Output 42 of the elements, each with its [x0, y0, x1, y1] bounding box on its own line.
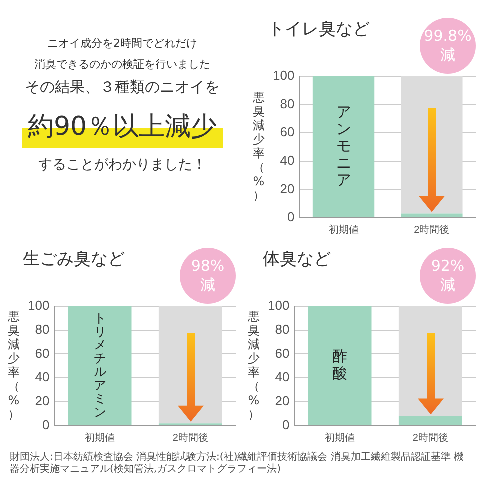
y-tick-label: 0 — [282, 418, 290, 433]
text: 約90％以上減少 — [28, 112, 218, 142]
y-axis-title: 悪臭減少率（%） — [247, 309, 260, 422]
y-tick-label: 20 — [275, 394, 290, 409]
y-tick-label: 40 — [275, 370, 290, 385]
x-tick-label: 2時間後 — [414, 224, 450, 236]
x-tick-label: 初期値 — [328, 224, 359, 236]
y-tick-label: 60 — [35, 346, 50, 361]
text: 92% 減 — [420, 248, 476, 304]
y-tick-label: 0 — [42, 418, 50, 433]
text: 財団法人:日本紡績検査協会 消臭性能試験方法:(社)繊維評価技術協議会 消臭加工繊維製品認証基準 機器分析実施マニュアル(検知管法,ガスクロマトグラフィー法) — [10, 452, 466, 476]
text: 98% 減 — [180, 248, 236, 304]
y-tick-label: 0 — [287, 210, 295, 225]
x-tick-label: 2時間後 — [412, 432, 448, 444]
text: その結果、３種類のニオイを — [24, 78, 221, 97]
y-tick-label: 100 — [28, 298, 50, 313]
y-tick-label: 80 — [275, 322, 290, 337]
y-tick-label: 60 — [280, 124, 295, 140]
y-tick-label: 20 — [35, 394, 50, 409]
x-tick-label: 2時間後 — [172, 432, 208, 444]
y-tick-label: 80 — [280, 96, 295, 112]
y-tick-label: 60 — [275, 346, 290, 361]
y-axis-title: 悪臭減少率（%） — [252, 90, 265, 202]
text: 99.8% 減 — [420, 18, 476, 74]
chart-title: 体臭など — [263, 250, 331, 270]
annotation: 酢酸 — [332, 348, 348, 383]
annotation: トリメチルアミン — [94, 310, 106, 420]
y-axis-title: 悪臭減少率（%） — [7, 309, 20, 422]
y-tick-label: 80 — [35, 322, 50, 337]
text: ニオイ成分を2時間でどれだけ — [46, 36, 198, 51]
annotation: アンモニア — [336, 103, 352, 190]
y-tick-label: 40 — [35, 370, 50, 385]
y-tick-label: 20 — [280, 181, 295, 196]
y-tick-label: 100 — [272, 68, 295, 83]
text: することがわかりました！ — [38, 156, 208, 174]
chart-title: 生ごみ臭など — [23, 250, 125, 270]
x-tick-label: 初期値 — [85, 432, 116, 444]
text: 消臭できるのかの検証を行いました — [34, 57, 212, 72]
chart-title: トイレ臭など — [268, 20, 370, 40]
y-tick-label: 100 — [268, 298, 290, 313]
x-tick-label: 初期値 — [325, 432, 356, 444]
y-tick-label: 40 — [280, 152, 295, 168]
